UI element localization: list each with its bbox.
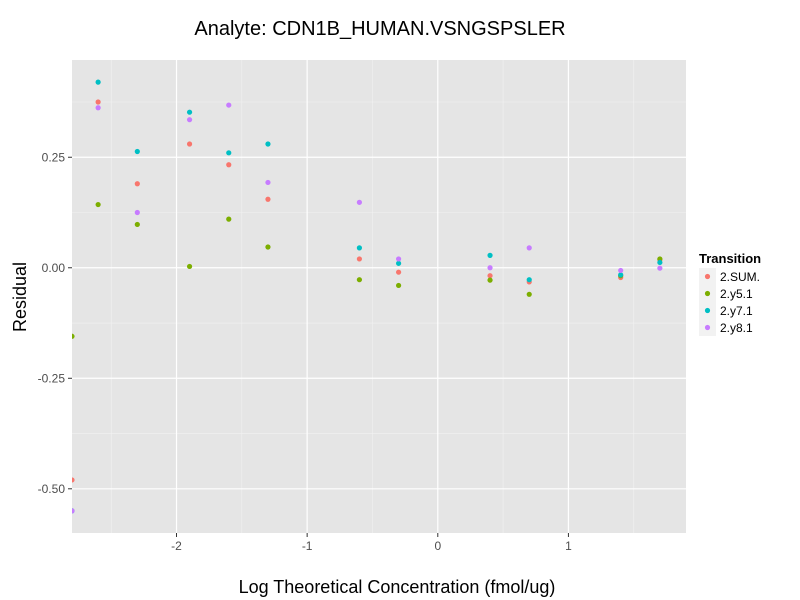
- x-tick-label: 1: [565, 539, 572, 553]
- data-point: [186, 117, 193, 123]
- data-point: [395, 256, 402, 262]
- y-tick-label: 0.25: [42, 150, 66, 164]
- data-points: [72, 79, 663, 514]
- data-point: [356, 277, 363, 283]
- legend-label: 2.y7.1: [720, 304, 753, 318]
- data-point: [487, 273, 493, 279]
- data-point: [526, 245, 532, 251]
- legend: Transition 2.SUM. 2.y5.1 2.y7.1 2.y8.1: [699, 251, 761, 336]
- data-point: [72, 508, 75, 514]
- data-point: [134, 181, 140, 187]
- data-point: [95, 79, 101, 85]
- legend-label: 2.y8.1: [720, 321, 753, 335]
- data-point: [226, 216, 232, 222]
- data-point: [657, 265, 663, 271]
- data-point: [226, 162, 232, 168]
- data-point: [265, 244, 271, 250]
- data-point: [72, 333, 75, 339]
- data-point: [95, 99, 101, 105]
- data-point: [95, 201, 101, 208]
- x-axis-title: Log Theoretical Concentration (fmol/ug): [239, 577, 556, 597]
- x-tick-label: 0: [434, 539, 441, 553]
- data-point: [356, 256, 363, 262]
- data-point: [487, 277, 493, 283]
- data-point: [72, 477, 75, 483]
- y-axis-title: Residual: [10, 262, 30, 332]
- data-point: [526, 291, 532, 297]
- data-point: [265, 196, 271, 202]
- data-point: [618, 272, 624, 278]
- data-point: [265, 179, 271, 186]
- plot-panel: [72, 60, 686, 533]
- legend-key-dot: [704, 324, 711, 331]
- data-point: [657, 259, 663, 266]
- y-tick-label: -0.25: [38, 371, 66, 385]
- data-point: [395, 269, 402, 275]
- chart-title: Analyte: CDN1B_HUMAN.VSNGSPSLER: [194, 18, 565, 40]
- data-point: [356, 199, 363, 205]
- data-point: [395, 260, 402, 266]
- data-point: [356, 245, 363, 251]
- legend-label: 2.SUM.: [720, 270, 760, 284]
- x-tick-label: -2: [171, 539, 182, 553]
- legend-key-dot: [704, 307, 711, 314]
- data-point: [487, 265, 493, 271]
- legend-key-dot: [704, 273, 711, 280]
- x-tick-label: -1: [302, 539, 313, 553]
- grid-lines: [72, 60, 686, 533]
- data-point: [526, 277, 532, 283]
- legend-title: Transition: [699, 251, 761, 266]
- y-tick-label: -0.50: [38, 482, 66, 496]
- data-point: [134, 221, 140, 228]
- y-axis-ticks: 0.25 0.00 -0.25 -0.50: [38, 150, 72, 496]
- legend-key-dot: [704, 290, 711, 297]
- data-point: [134, 148, 140, 155]
- data-point: [226, 102, 232, 108]
- data-point: [487, 252, 493, 258]
- data-point: [134, 209, 140, 216]
- y-tick-label: 0.00: [42, 261, 66, 275]
- data-point: [395, 282, 402, 289]
- data-point: [95, 105, 101, 111]
- x-axis-ticks: -2 -1 0 1: [171, 533, 572, 553]
- data-point: [186, 109, 193, 115]
- data-point: [265, 141, 271, 147]
- data-point: [186, 263, 193, 270]
- data-point: [226, 150, 232, 156]
- data-point: [186, 141, 193, 147]
- legend-label: 2.y5.1: [720, 287, 753, 301]
- data-point: [618, 267, 624, 274]
